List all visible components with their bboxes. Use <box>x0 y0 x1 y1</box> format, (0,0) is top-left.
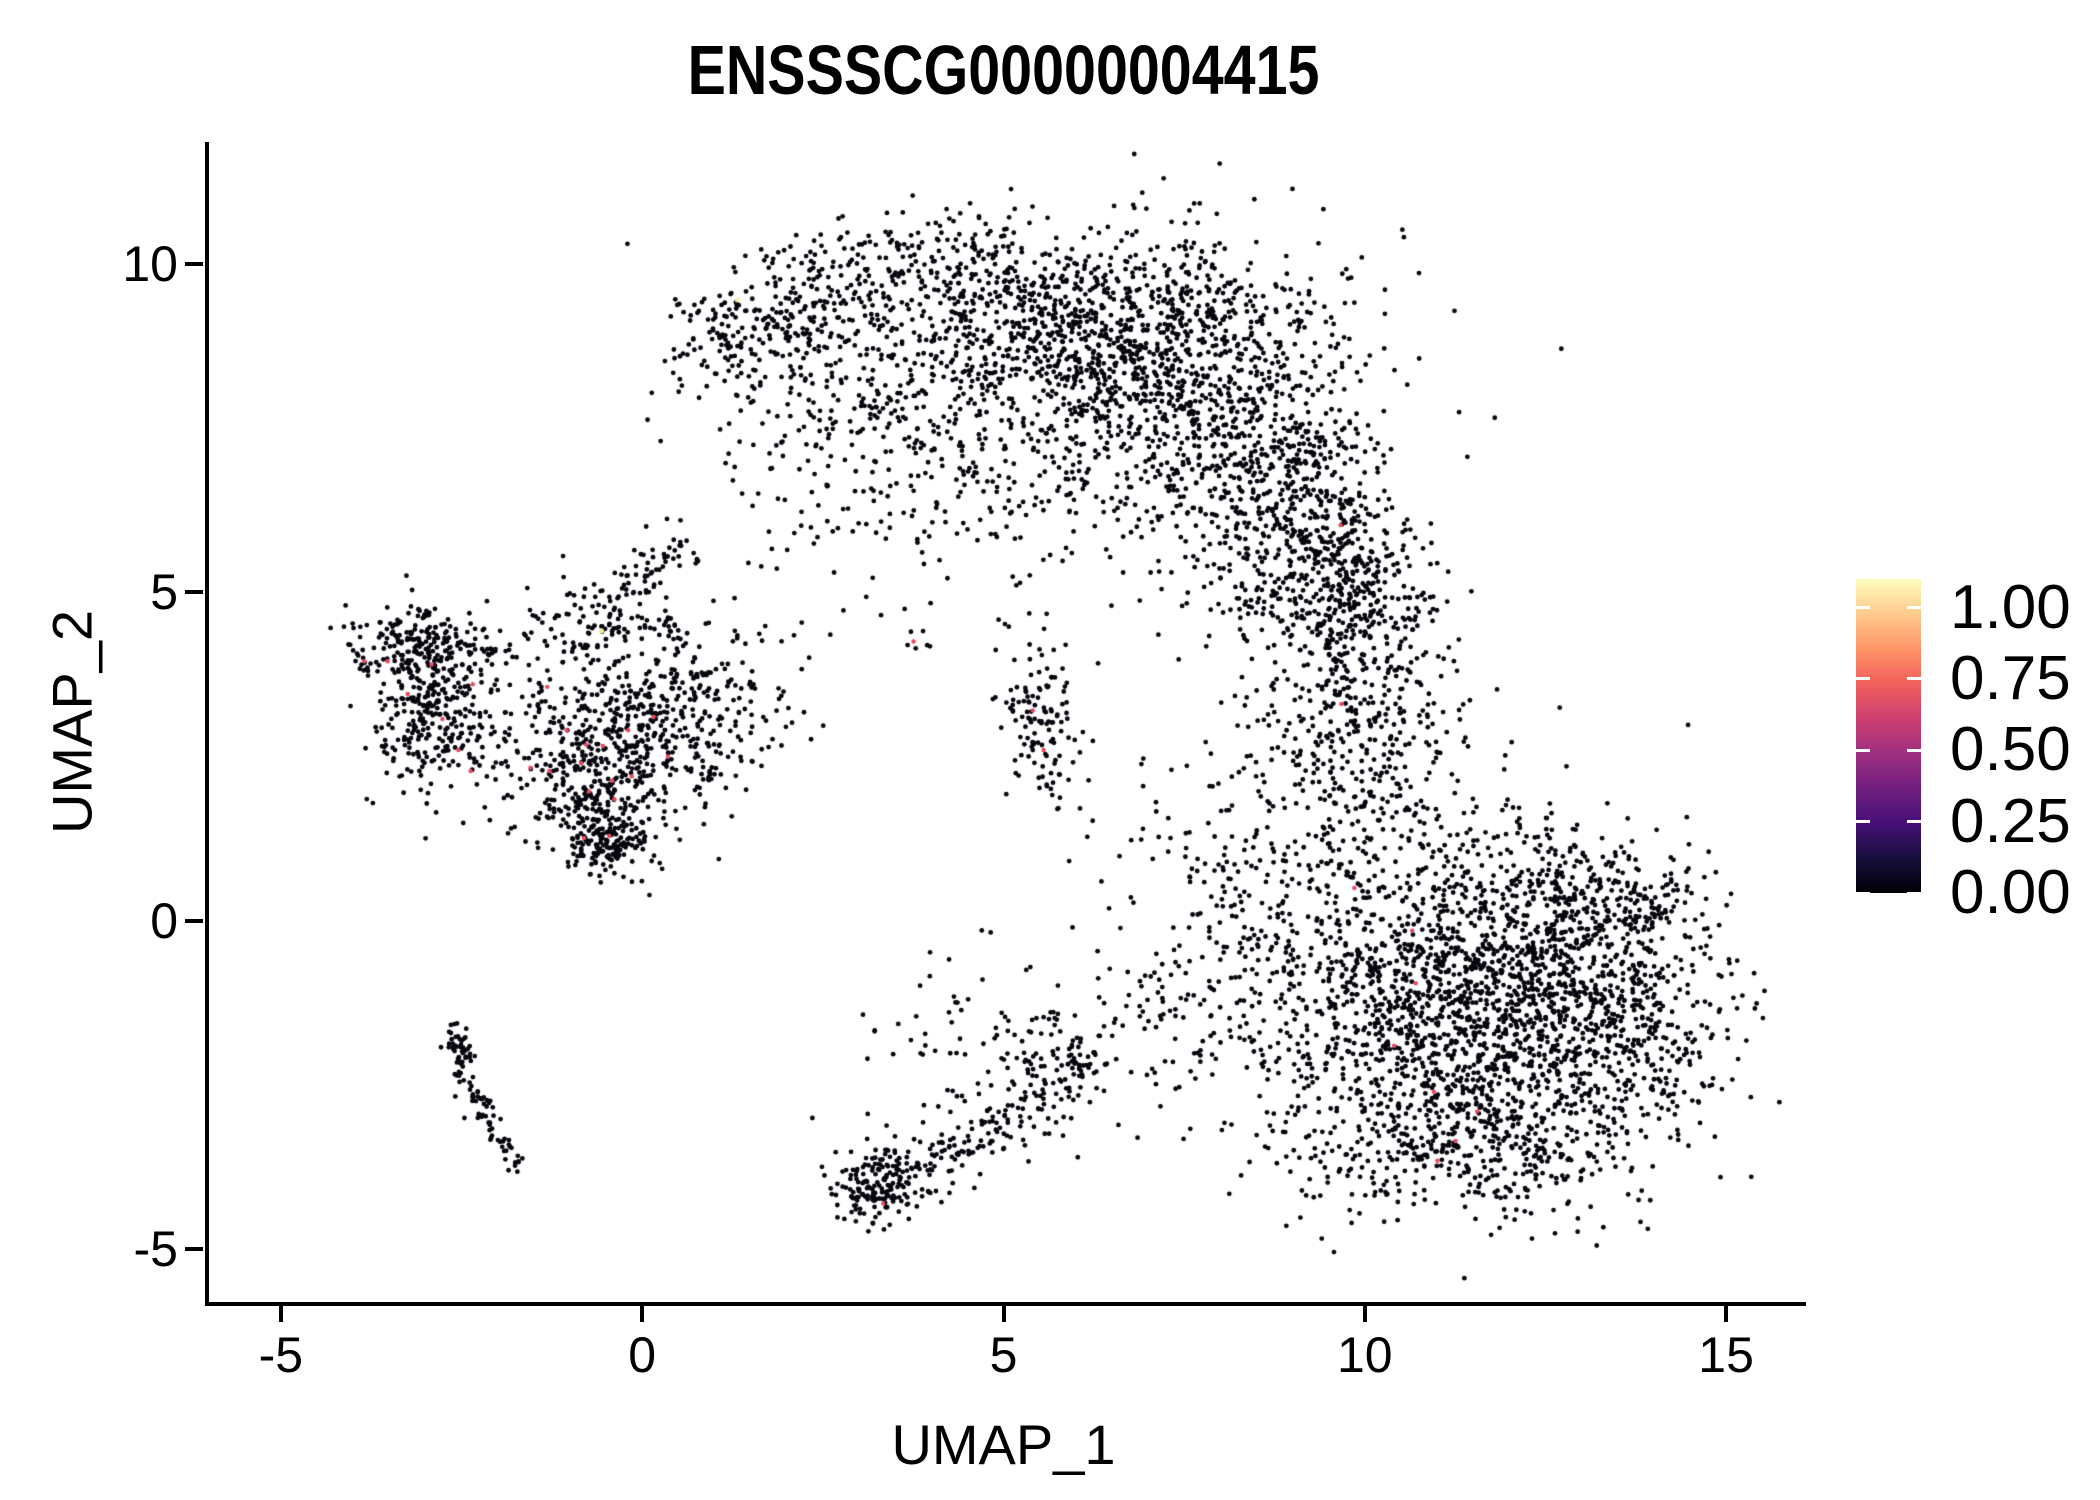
y-tick-mark <box>185 918 203 923</box>
y-tick-label: -5 <box>133 1221 178 1278</box>
x-tick-label: -5 <box>258 1327 304 1383</box>
colorbar-tick-label: 0.75 <box>1950 643 2071 713</box>
colorbar-tick-mark <box>1856 677 1870 681</box>
colorbar-legend <box>1856 579 1921 893</box>
x-tick-mark <box>1724 1304 1729 1322</box>
colorbar-tick-label: 0.25 <box>1950 786 2071 856</box>
colorbar-tick-mark <box>1856 748 1870 752</box>
y-tick-label: 5 <box>150 564 178 621</box>
colorbar-tick-mark <box>1856 820 1870 824</box>
colorbar-tick-label: 1.00 <box>1950 572 2071 642</box>
x-tick-mark <box>1001 1304 1006 1322</box>
colorbar-tick-mark <box>1907 748 1921 752</box>
x-tick-label: 10 <box>1336 1327 1393 1383</box>
colorbar-tick-mark <box>1856 606 1870 610</box>
x-tick-mark <box>640 1304 645 1322</box>
plot-title: ENSSSCG00000004415 <box>687 31 1320 109</box>
y-axis-title: UMAP_2 <box>40 609 104 835</box>
y-tick-mark <box>185 1247 203 1252</box>
x-tick-mark <box>278 1304 283 1322</box>
x-tick-label: 0 <box>628 1327 657 1383</box>
colorbar-tick-label: 0.00 <box>1950 858 2071 927</box>
y-tick-label: 10 <box>122 235 178 292</box>
colorbar-tick-label: 0.50 <box>1950 715 2071 785</box>
x-tick-mark <box>1362 1304 1367 1322</box>
colorbar-tick-mark <box>1907 677 1921 681</box>
x-axis-title: UMAP_1 <box>891 1413 1116 1476</box>
x-tick-label: 15 <box>1698 1327 1754 1383</box>
x-tick-label: 5 <box>989 1327 1018 1383</box>
y-tick-mark <box>185 261 203 266</box>
colorbar-tick-mark <box>1907 891 1921 895</box>
scatter-canvas <box>209 142 1806 1302</box>
plot-panel <box>205 142 1806 1306</box>
y-tick-label: 0 <box>150 892 178 949</box>
colorbar-tick-mark <box>1907 820 1921 824</box>
colorbar-tick-mark <box>1856 891 1870 895</box>
colorbar-tick-mark <box>1907 606 1921 610</box>
y-tick-mark <box>185 590 203 595</box>
